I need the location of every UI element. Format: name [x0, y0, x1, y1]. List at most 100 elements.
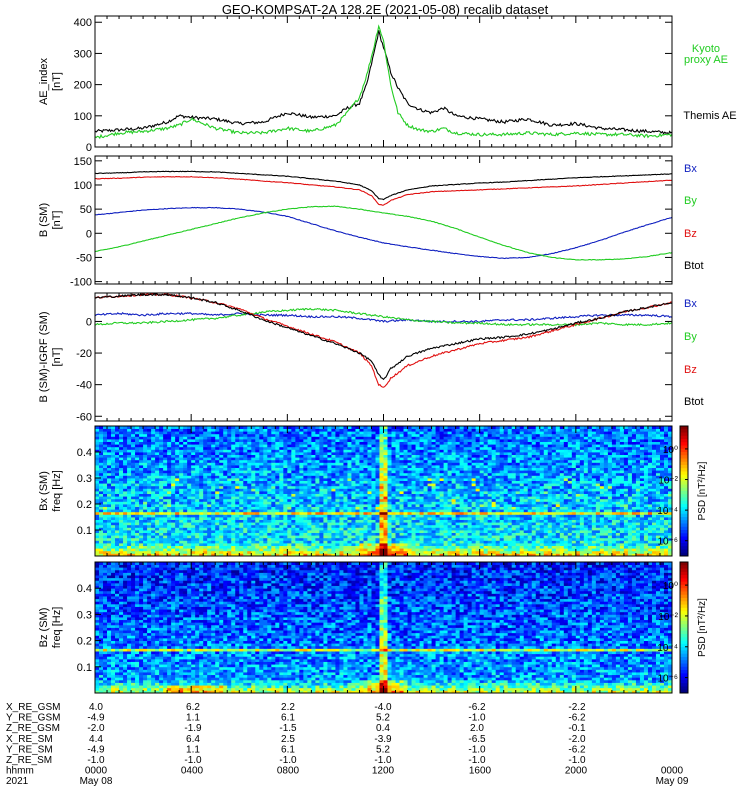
spectrogram-cell [207, 481, 211, 484]
spectrogram-cell [251, 525, 255, 528]
spectrogram-cell [191, 457, 195, 460]
spectrogram-cell [111, 483, 115, 486]
spectrogram-cell [107, 548, 111, 551]
spectrogram-cell [243, 429, 247, 432]
spectrogram-cell [239, 514, 243, 517]
spectrogram-cell [263, 501, 267, 504]
spectrogram-cell [271, 429, 275, 432]
spectrogram-cell [432, 439, 436, 442]
spectrogram-cell [311, 509, 315, 512]
spectrogram-cell [99, 496, 103, 499]
spectrogram-cell [428, 507, 432, 510]
spectrogram-cell [255, 514, 259, 517]
spectrogram-cell [207, 522, 211, 525]
spectrogram-cell [171, 520, 175, 523]
spectrogram-cell [319, 439, 323, 442]
spectrogram-cell [424, 460, 428, 463]
spectrogram-cell [223, 525, 227, 528]
spectrogram-cell [259, 465, 263, 468]
spectrogram-cell [343, 483, 347, 486]
spectrogram-cell [363, 473, 367, 476]
spectrogram-cell [243, 436, 247, 439]
spectrogram-cell [327, 551, 331, 554]
spectrogram-cell [444, 449, 448, 452]
spectrogram-cell [215, 525, 219, 528]
spectrogram-cell [440, 509, 444, 512]
spectrogram-cell [363, 460, 367, 463]
spectrogram-cell [167, 431, 171, 434]
spectrogram-cell [159, 499, 163, 502]
spectrogram-cell [279, 473, 283, 476]
spectrogram-cell [428, 431, 432, 434]
spectrogram-cell [436, 533, 440, 536]
spectrogram-cell [375, 460, 379, 463]
spectrogram-cell [331, 530, 335, 533]
spectrogram-cell [303, 533, 307, 536]
spectrogram-cell [215, 509, 219, 512]
y-axis-label: AE_index [38, 57, 50, 105]
spectrogram-cell [103, 491, 107, 494]
spectrogram-cell [396, 444, 400, 447]
spectrogram-cell [371, 473, 375, 476]
spectrogram-cell [251, 543, 255, 546]
spectrogram-cell [171, 486, 175, 489]
spectrogram-cell [191, 543, 195, 546]
spectrogram-cell [259, 535, 263, 538]
spectrogram-cell [259, 444, 263, 447]
spectrogram-cell [215, 494, 219, 497]
spectrogram-cell [456, 449, 460, 452]
spectrogram-cell [367, 447, 371, 450]
spectrogram-cell [171, 475, 175, 478]
spectrogram-cell [211, 481, 215, 484]
spectrogram-cell [143, 475, 147, 478]
spectrogram-cell [163, 444, 167, 447]
spectrogram-cell [159, 548, 163, 551]
spectrogram-cell [420, 501, 424, 504]
spectrogram-cell [440, 444, 444, 447]
spectrogram-cell [191, 507, 195, 510]
spectrogram-cell [235, 442, 239, 445]
spectrogram-cell [247, 520, 251, 523]
spectrogram-cell [143, 434, 147, 437]
spectrogram-cell [299, 452, 303, 455]
spectrogram-cell [219, 512, 223, 515]
spectrogram-cell [291, 551, 295, 554]
spectrogram-cell [143, 486, 147, 489]
spectrogram-cell [123, 520, 127, 523]
spectrogram-cell [351, 517, 355, 520]
spectrogram-cell [428, 481, 432, 484]
spectrogram-cell [115, 478, 119, 481]
spectrogram-cell [203, 478, 207, 481]
spectrogram-cell [428, 520, 432, 523]
spectrogram-cell [191, 452, 195, 455]
spectrogram-cell [343, 460, 347, 463]
spectrogram-cell [456, 546, 460, 549]
spectrogram-cell [263, 457, 267, 460]
spectrogram-cell [307, 465, 311, 468]
spectrogram-cell [384, 475, 388, 478]
spectrogram-cell [239, 496, 243, 499]
spectrogram-cell [311, 522, 315, 525]
spectrogram-cell [351, 496, 355, 499]
spectrogram-cell [432, 512, 436, 515]
spectrogram-cell [103, 468, 107, 471]
spectrogram-cell [243, 543, 247, 546]
spectrogram-cell [448, 447, 452, 450]
spectrogram-cell [323, 439, 327, 442]
spectrogram-cell [107, 439, 111, 442]
spectrogram-cell [371, 530, 375, 533]
spectrogram-cell [355, 434, 359, 437]
spectrogram-cell [291, 457, 295, 460]
spectrogram-cell [151, 514, 155, 517]
spectrogram-cell [388, 522, 392, 525]
spectrogram-cell [279, 488, 283, 491]
spectrogram-cell [263, 551, 267, 554]
spectrogram-cell [199, 504, 203, 507]
spectrogram-cell [424, 473, 428, 476]
spectrogram-cell [119, 429, 123, 432]
spectrogram-cell [388, 533, 392, 536]
spectrogram-cell [243, 457, 247, 460]
spectrogram-cell [432, 483, 436, 486]
spectrogram-cell [263, 546, 267, 549]
spectrogram-cell [420, 522, 424, 525]
